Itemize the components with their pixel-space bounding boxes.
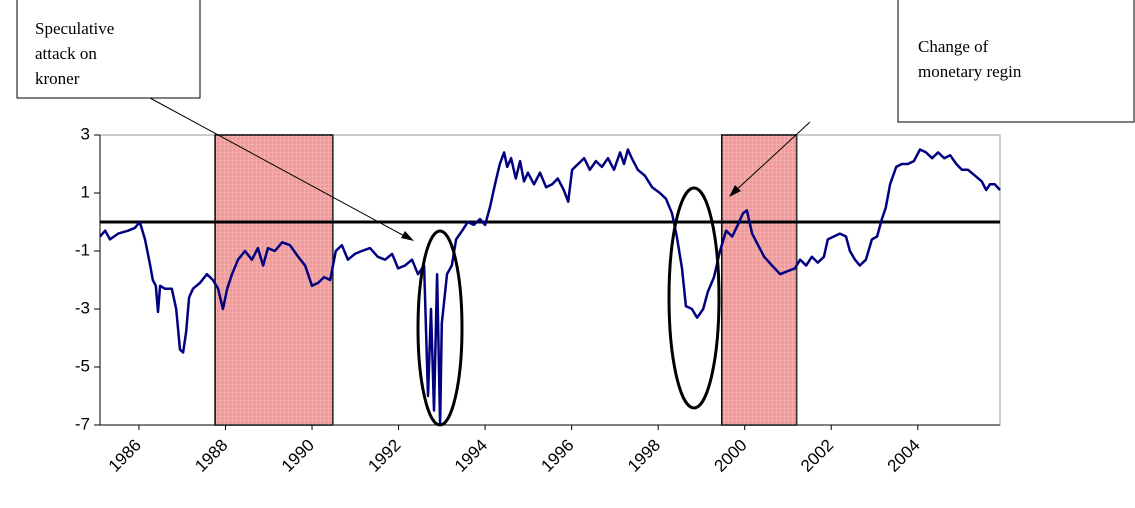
y-tick-label: -1	[75, 240, 90, 259]
y-tick-label: 3	[81, 124, 90, 143]
y-tick-label: 1	[81, 182, 90, 201]
x-tick-label: 1998	[624, 436, 664, 476]
highlight-ellipse	[416, 229, 464, 427]
annotation-box	[16, 0, 201, 99]
y-tick-label: -7	[75, 414, 90, 433]
x-tick-label: 2004	[884, 436, 924, 476]
arrow-head	[729, 185, 741, 197]
highlight-ellipse	[667, 186, 721, 410]
annotation-arrow	[149, 97, 411, 240]
data-line	[99, 148, 1001, 427]
x-tick-label: 1990	[278, 436, 318, 476]
annotations: Speculative attack on kroner Change of m…	[16, 0, 1135, 427]
annotation-box	[897, 0, 1135, 123]
y-tick-label: -5	[75, 356, 90, 375]
annotation-text: Speculative	[35, 19, 114, 38]
x-tick-label: 1992	[364, 436, 404, 476]
x-tick-label: 1994	[451, 436, 491, 476]
highlight-hatch	[215, 135, 333, 425]
x-tick-label: 1988	[191, 436, 231, 476]
x-tick-label: 1986	[105, 436, 145, 476]
x-tick-label: 2002	[797, 436, 837, 476]
x-tick-label: 1996	[537, 436, 577, 476]
annotation-text: kroner	[35, 69, 80, 88]
annotation-arrow	[732, 121, 811, 194]
arrow-head	[401, 231, 414, 241]
annotation-text: attack on	[35, 44, 97, 63]
y-tick-label: -3	[75, 298, 90, 317]
highlight-hatch	[721, 135, 797, 425]
x-tick-label: 2000	[711, 436, 751, 476]
annotation-text: monetary regin	[918, 62, 1022, 81]
annotation-text: Change of	[918, 37, 989, 56]
